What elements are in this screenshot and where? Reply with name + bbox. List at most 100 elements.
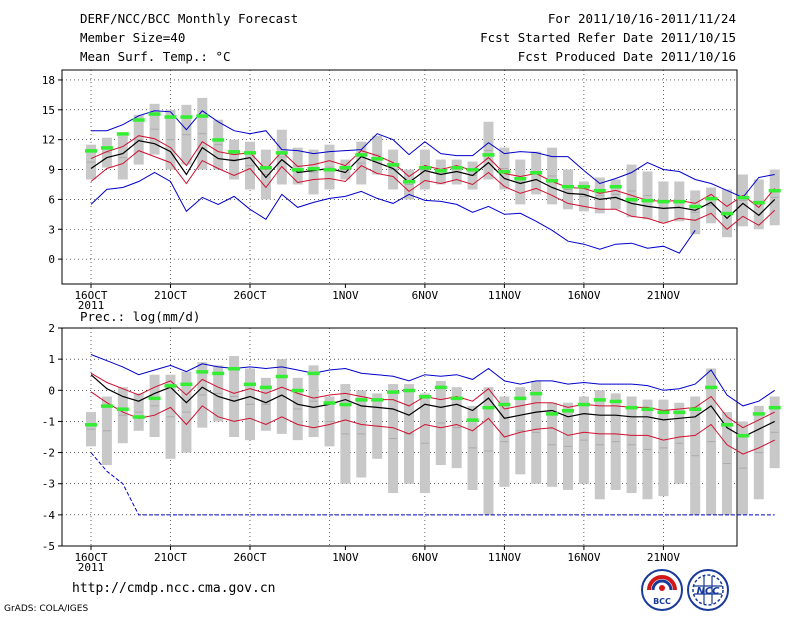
obs-marker xyxy=(562,409,574,413)
chart-panel-1: 0 3 6 9 12 15 18 16OCT 21OCT 26OCT 1NOV 6NOV 11NOV 16… xyxy=(42,69,781,312)
y-tick-label: 1 xyxy=(48,353,55,366)
header-left: DERF/NCC/BCC Monthly Forecast Member Siz… xyxy=(80,9,298,66)
y-tick-label: 3 xyxy=(48,223,55,236)
obs-marker xyxy=(418,166,431,170)
obs-marker xyxy=(546,178,559,183)
panel-caption: Prec.: log(mm/d) xyxy=(80,309,200,324)
ensemble-boxes xyxy=(86,356,780,515)
obs-markers xyxy=(85,366,781,438)
x-tick-label: 16OCT xyxy=(74,551,107,564)
obs-marker xyxy=(291,168,304,172)
series-line-max xyxy=(90,354,775,407)
series-line-mean xyxy=(90,374,775,438)
y-tick-label: 0 xyxy=(48,253,55,266)
grads-credit: GrADS: COLA/IGES xyxy=(4,604,89,614)
forecast-started: Fcst Started Refer Date 2011/10/15 xyxy=(480,30,736,45)
y-tick-label: 2 xyxy=(48,322,55,335)
obs-marker xyxy=(705,385,718,390)
x-tick-label: 21OCT xyxy=(154,289,187,302)
variable-label: Mean Surf. Temp.: °C xyxy=(80,49,231,64)
obs-marker xyxy=(371,398,384,402)
obs-marker xyxy=(148,112,161,116)
x-year-label: 2011 xyxy=(78,299,105,312)
obs-marker xyxy=(498,402,511,407)
obs-marker xyxy=(498,170,511,174)
x-tick-label: 21OCT xyxy=(154,551,187,564)
footer-url[interactable]: http://cmdp.ncc.cma.gov.cn xyxy=(72,581,276,596)
obs-marker xyxy=(164,384,177,388)
obs-marker xyxy=(593,188,606,193)
y-tick-label: -2 xyxy=(42,447,55,460)
obs-marker xyxy=(259,385,272,390)
series-line-min xyxy=(91,110,775,199)
obs-marker xyxy=(450,396,463,401)
obs-marker xyxy=(116,407,129,411)
obs-marker xyxy=(371,157,384,161)
x-year-label: 2011 xyxy=(78,561,105,574)
member-size: Member Size=40 xyxy=(80,30,186,45)
obs-marker xyxy=(641,407,654,411)
series-line-upper-spread xyxy=(90,372,775,429)
obs-marker xyxy=(625,197,638,202)
forecast-range: For 2011/10/16-2011/11/24 xyxy=(547,11,736,26)
obs-marker xyxy=(132,415,145,419)
chart-panel-2: -5 -4 -3 -2 -1 0 1 2 16OCT 21OCT 26OCT 1NOV 6NOV 11NO… xyxy=(42,309,781,574)
forecast-produced: Fcst Produced Date 2011/10/16 xyxy=(517,49,736,64)
obs-marker xyxy=(705,196,718,201)
obs-marker xyxy=(625,405,638,410)
obs-marker xyxy=(689,407,702,411)
y-tick-label: -4 xyxy=(42,509,56,522)
y-tick-label: -3 xyxy=(42,478,55,491)
obs-marker xyxy=(514,176,527,181)
obs-marker xyxy=(323,168,336,172)
ncc-logo-text: NCC xyxy=(696,586,720,597)
obs-marker xyxy=(609,184,622,189)
obs-marker xyxy=(196,114,209,118)
obs-marker xyxy=(466,418,479,422)
obs-marker xyxy=(100,404,113,408)
obs-marker xyxy=(323,401,336,405)
obs-marker xyxy=(514,396,527,401)
x-tick-label: 16OCT xyxy=(74,289,107,302)
obs-marker xyxy=(180,115,193,119)
x-tick-label: 26OCT xyxy=(233,551,266,564)
obs-marker xyxy=(721,211,733,216)
obs-marker xyxy=(546,412,559,416)
x-tick-label: 11NOV xyxy=(488,289,521,302)
obs-marker xyxy=(768,188,781,193)
obs-marker xyxy=(577,402,590,407)
y-tick-label: 18 xyxy=(42,74,55,87)
chart-title: DERF/NCC/BCC Monthly Forecast xyxy=(80,11,299,26)
obs-marker xyxy=(85,149,97,153)
obs-marker xyxy=(180,382,193,387)
obs-marker xyxy=(641,198,654,203)
x-tick-label: 21NOV xyxy=(647,289,680,302)
obs-marker xyxy=(466,168,479,172)
obs-marker xyxy=(482,405,495,410)
obs-marker xyxy=(228,150,241,154)
series-line-lower-spread xyxy=(90,391,775,455)
obs-marker xyxy=(721,423,733,427)
obs-marker xyxy=(212,371,225,376)
y-tick-label: 6 xyxy=(48,193,55,206)
x-tick-label: 1NOV xyxy=(332,289,359,302)
obs-marker xyxy=(403,179,415,184)
obs-marker xyxy=(228,366,241,371)
obs-marker xyxy=(339,166,352,170)
obs-marker xyxy=(403,388,415,393)
obs-marker xyxy=(609,399,622,404)
y-tick-label: 9 xyxy=(48,164,55,177)
x-tick-label: 6NOV xyxy=(412,289,439,302)
obs-marker xyxy=(482,153,495,157)
obs-marker xyxy=(275,374,288,379)
plot-frame xyxy=(61,69,738,285)
obs-marker xyxy=(339,402,352,407)
obs-marker xyxy=(593,398,606,402)
obs-marker xyxy=(307,371,320,376)
x-tick-label: 11NOV xyxy=(488,551,521,564)
y-tick-label: 15 xyxy=(42,104,55,117)
obs-marker xyxy=(673,410,686,415)
obs-marker xyxy=(434,169,447,173)
obs-marker xyxy=(530,171,543,175)
